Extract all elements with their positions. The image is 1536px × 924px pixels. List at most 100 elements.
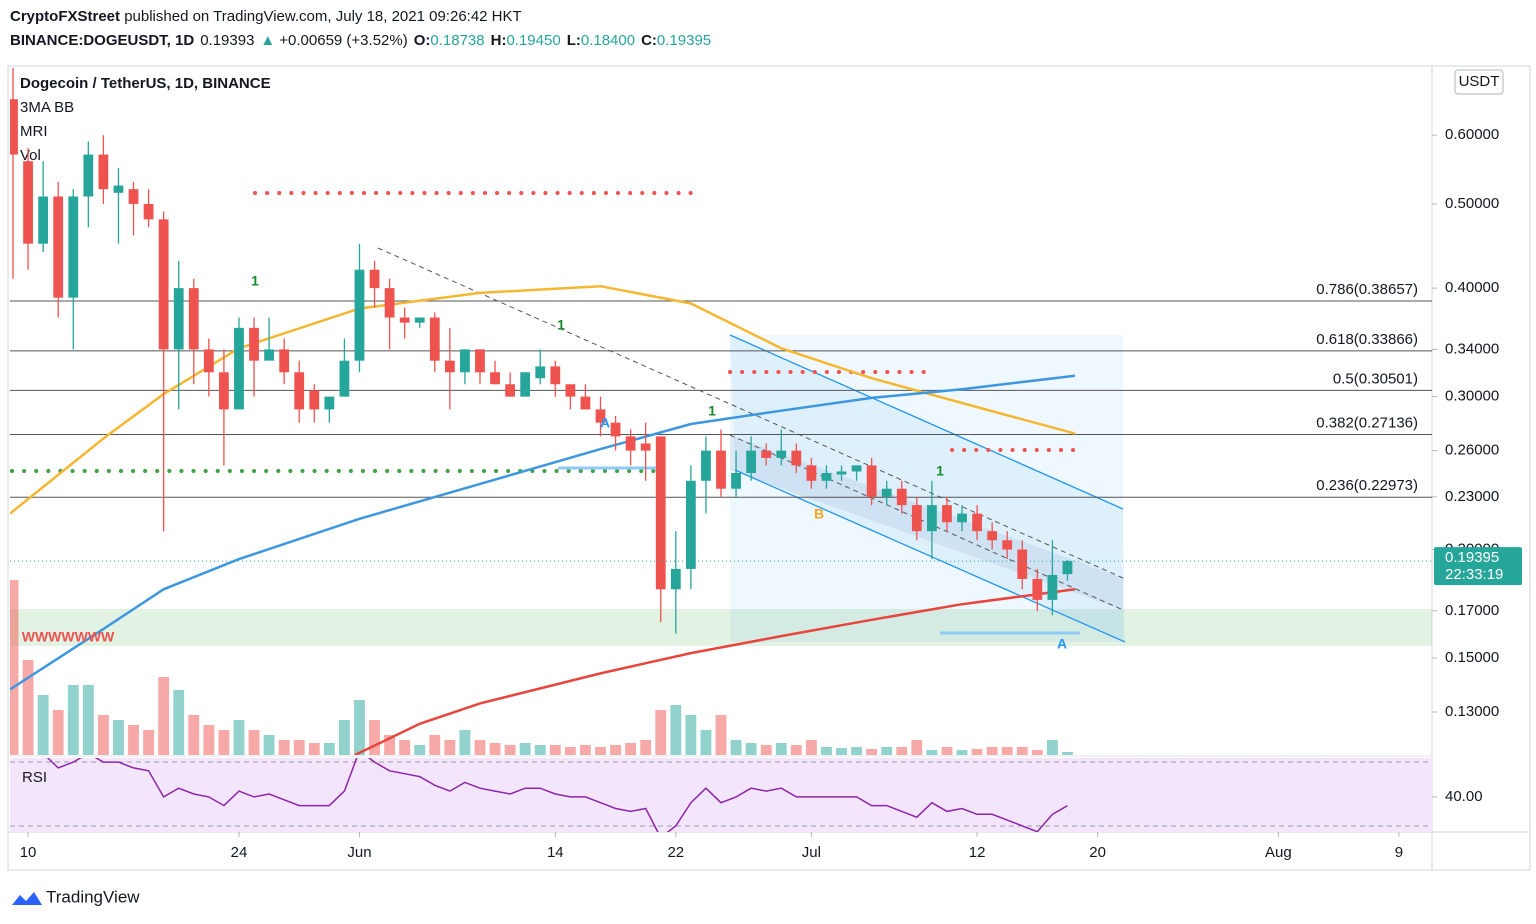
candle-body xyxy=(309,390,320,410)
volume-bar xyxy=(22,660,34,755)
candle-body xyxy=(565,384,576,397)
candle-body xyxy=(505,384,516,397)
volume-bar xyxy=(745,743,757,755)
volume-bar xyxy=(610,745,621,755)
o-label: O: xyxy=(414,32,431,49)
volume-bar xyxy=(67,685,79,755)
volume-bar xyxy=(911,740,923,755)
volume-bar xyxy=(444,740,456,755)
candle-body xyxy=(550,366,561,385)
candle-body xyxy=(851,465,862,472)
candle-body xyxy=(911,505,922,532)
volume-bar xyxy=(986,747,998,755)
candle-body xyxy=(369,269,380,289)
last-price-tag xyxy=(1434,547,1522,586)
rsi-line xyxy=(46,758,1068,832)
low: 0.18400 xyxy=(581,32,635,49)
rsi-pane xyxy=(10,758,1432,832)
volume-bar xyxy=(293,740,305,755)
volume-bar xyxy=(534,745,546,755)
candle-body xyxy=(610,422,621,437)
candle-body xyxy=(143,203,154,220)
volume-bar xyxy=(519,743,531,755)
volume-bar xyxy=(218,730,230,755)
c-label: C: xyxy=(641,32,657,49)
candle-body xyxy=(761,450,772,458)
volume-bar xyxy=(188,715,200,755)
volume-bar xyxy=(715,715,727,755)
candle-body xyxy=(324,396,335,410)
volume-bar xyxy=(926,750,938,755)
candle-body xyxy=(1047,574,1058,600)
candle-body xyxy=(836,471,847,475)
volume-bar xyxy=(1046,740,1058,755)
currency-badge[interactable] xyxy=(1454,69,1504,95)
annotation: 1 xyxy=(708,403,716,419)
volume-bar xyxy=(821,747,832,755)
footer: TradingView xyxy=(12,887,140,906)
volume-bar xyxy=(504,745,516,755)
volume-bar xyxy=(805,740,817,755)
candle-body xyxy=(279,349,290,373)
frame xyxy=(7,65,1531,871)
volume-bar xyxy=(143,730,155,755)
candle-body xyxy=(83,154,94,197)
volume-bar xyxy=(685,715,697,755)
candle-body xyxy=(595,409,606,423)
volume-bar xyxy=(700,730,712,755)
x-tick-label: 14 xyxy=(547,844,564,861)
candle-body xyxy=(490,372,500,385)
change: +0.00659 (+3.52%) xyxy=(279,32,407,49)
moving-average xyxy=(10,374,1076,691)
brand: TradingView xyxy=(46,887,140,906)
close: 0.19395 xyxy=(657,32,711,49)
candle-body xyxy=(716,450,726,489)
volume-bar xyxy=(52,710,64,755)
candle-body xyxy=(972,513,982,532)
volume-bar xyxy=(82,685,94,755)
x-tick-label: 10 xyxy=(20,844,37,861)
volume-bar xyxy=(173,690,185,755)
volume-bar xyxy=(384,735,396,755)
volume-bar xyxy=(580,745,591,755)
fib-label: 0.236(0.22973) xyxy=(1316,477,1418,494)
candle-body xyxy=(460,349,470,373)
currency: USDT xyxy=(1459,73,1500,90)
candle-body xyxy=(10,99,18,155)
candle-body xyxy=(173,288,184,350)
candle-body xyxy=(294,372,305,410)
candle-body xyxy=(866,465,877,497)
volume-bar xyxy=(836,748,847,755)
indicator: Vol xyxy=(20,147,41,164)
candle-body xyxy=(942,505,952,523)
volume-bar xyxy=(625,743,637,755)
volume-bar xyxy=(1016,747,1028,755)
volume-bar xyxy=(564,747,576,755)
volume-bar xyxy=(354,700,365,755)
x-tick-label: 24 xyxy=(231,844,248,861)
candle-body xyxy=(128,189,139,204)
candle-body xyxy=(188,288,199,350)
volume-bar xyxy=(113,720,124,755)
candle-body xyxy=(399,317,410,323)
volume-bar xyxy=(323,743,335,755)
y-tick-label: 0.23000 xyxy=(1445,488,1499,505)
annotation: 1 xyxy=(557,317,565,333)
x-tick-label: 9 xyxy=(1395,844,1403,861)
rsi-plot xyxy=(46,758,1068,832)
candle-body xyxy=(264,349,274,361)
volume-bar xyxy=(414,745,426,755)
volume-bar xyxy=(866,749,878,755)
candle-body xyxy=(354,269,365,361)
annotation: A xyxy=(1057,636,1067,652)
candle-body xyxy=(881,488,892,497)
volume-bar xyxy=(956,750,968,755)
candle-body xyxy=(776,450,787,458)
volume-bar xyxy=(595,747,606,755)
y-tick-label: 0.17000 xyxy=(1445,602,1499,619)
moving-average xyxy=(354,588,1076,755)
high: 0.19450 xyxy=(506,32,560,49)
volume-bar xyxy=(896,747,908,755)
volume-bar xyxy=(203,725,215,755)
